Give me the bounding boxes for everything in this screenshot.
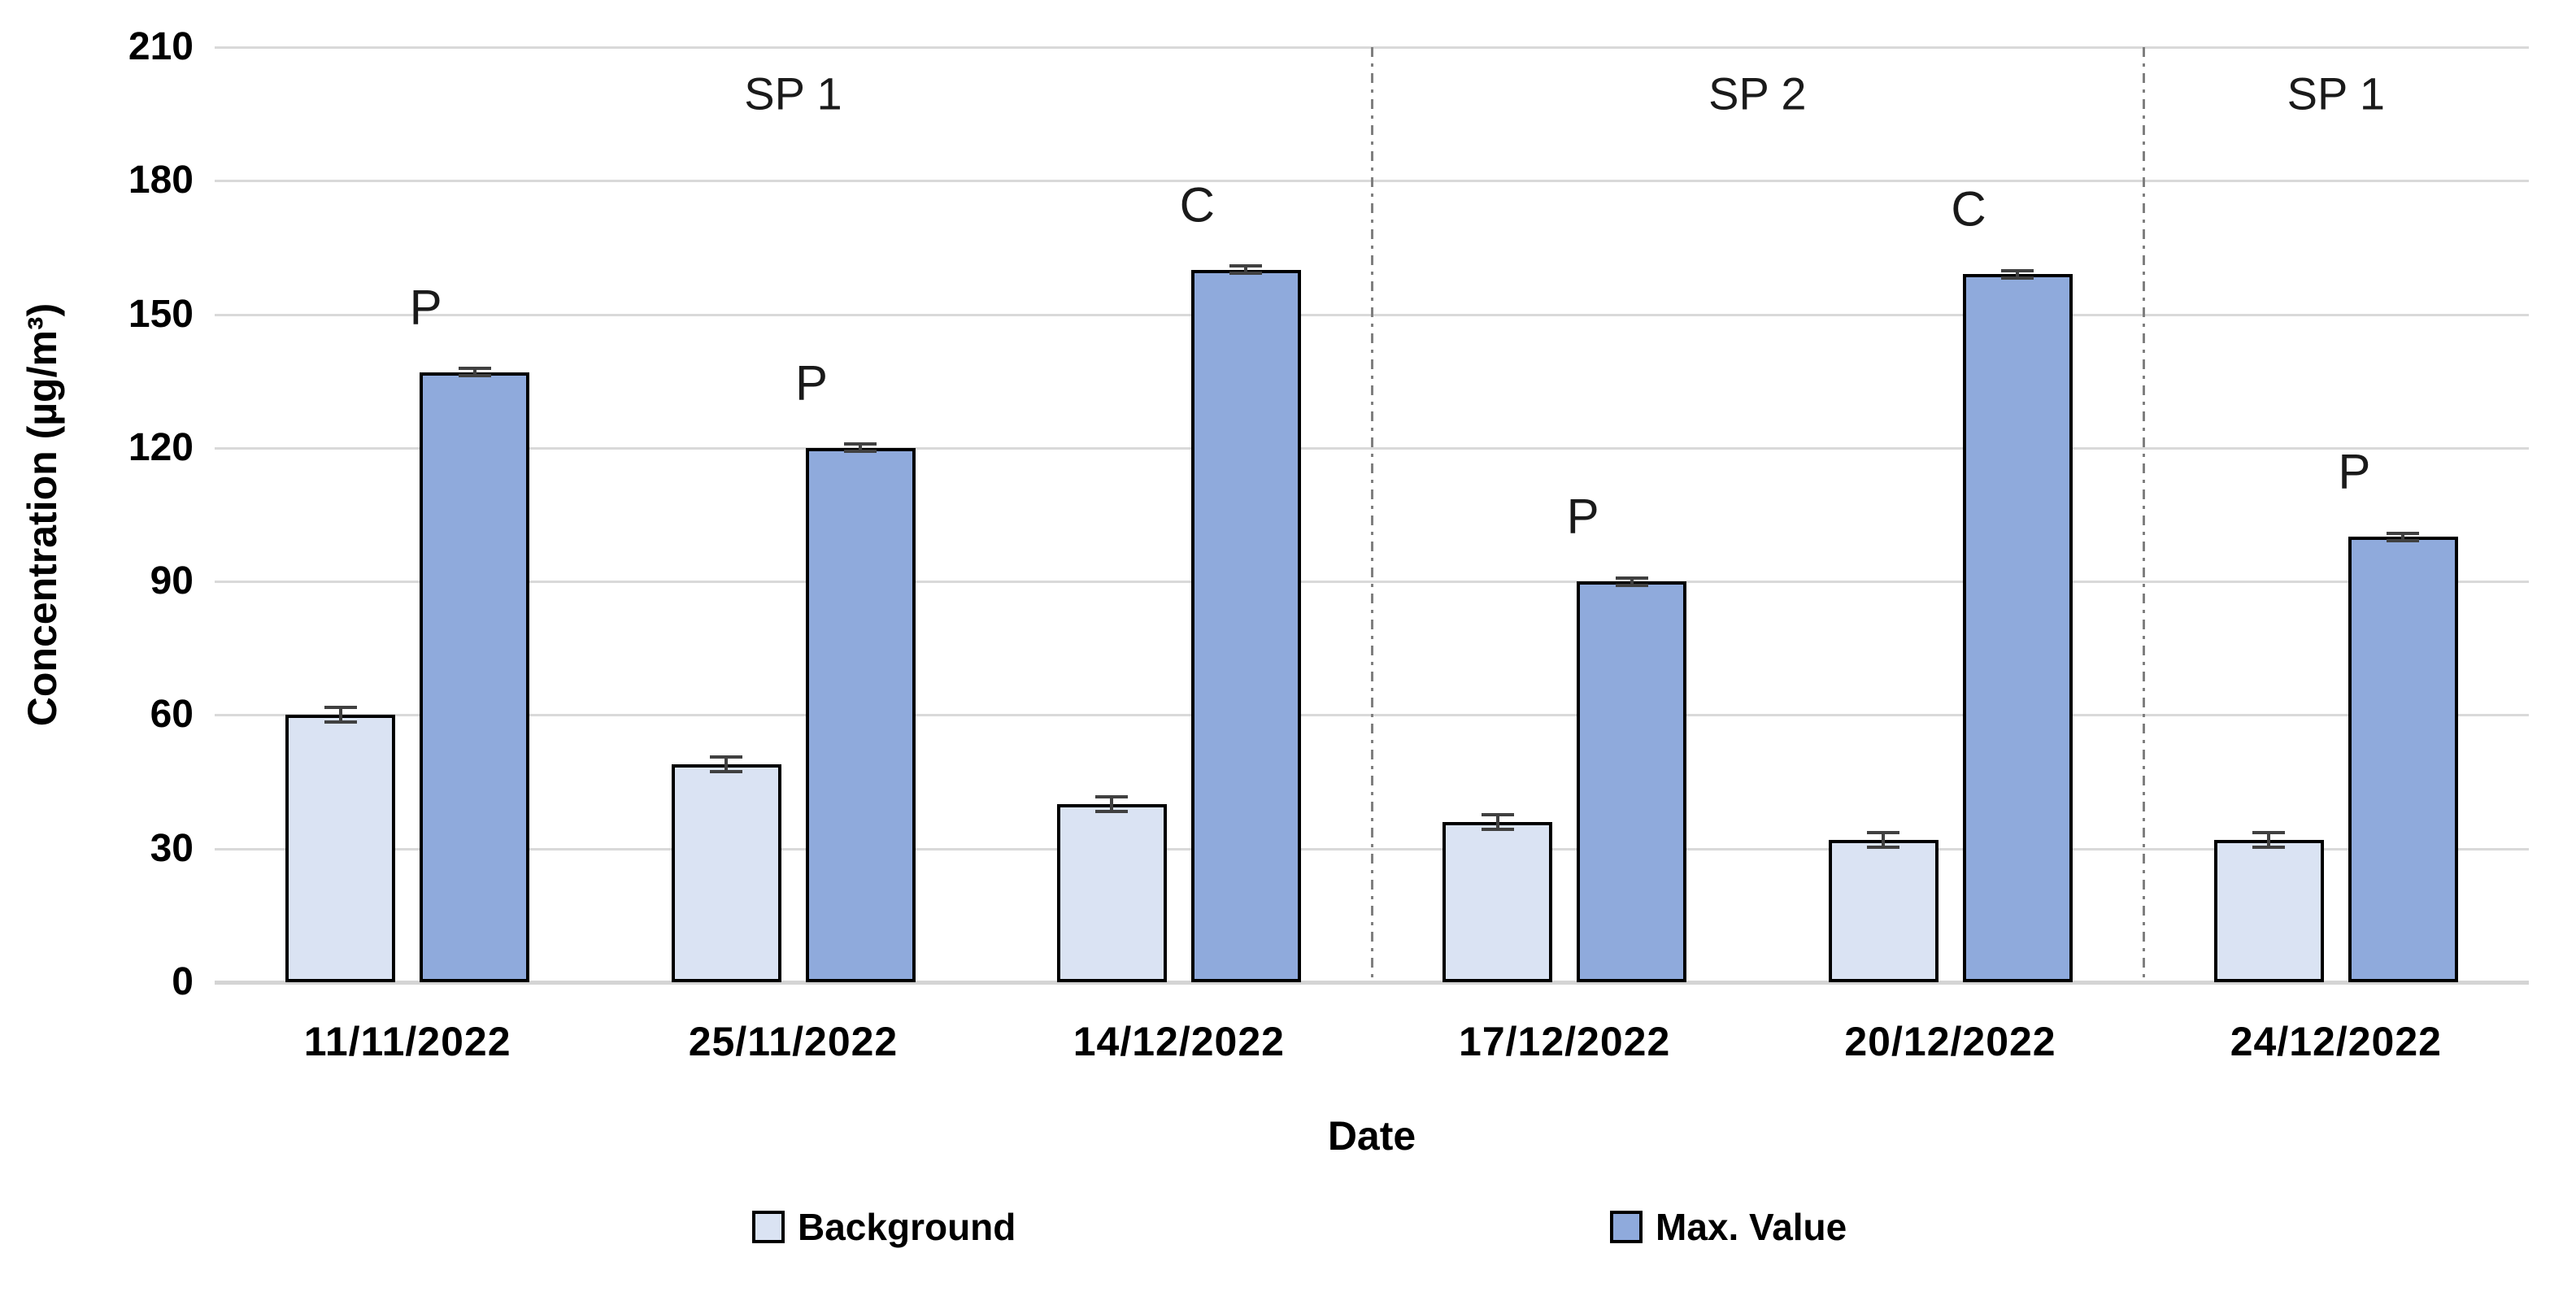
error-bar-line — [472, 367, 476, 378]
error-bar-line — [1630, 576, 1634, 587]
background-bar — [1828, 839, 1939, 982]
error-bar — [1867, 830, 1899, 849]
max-value-bar — [1962, 274, 2073, 982]
error-bar-cap-bottom — [1229, 272, 1263, 276]
y-axis-title: Concentration (µg/m³) — [20, 302, 65, 727]
x-tick-label: 14/12/2022 — [1073, 1019, 1285, 1064]
error-bar — [2001, 268, 2034, 280]
bar-annotation: P — [1566, 489, 1599, 544]
error-bar-cap-top — [2252, 830, 2286, 834]
error-bar-cap-top — [1615, 576, 1648, 580]
legend-swatch — [752, 1211, 785, 1243]
background-bar — [285, 715, 396, 982]
max-value-bar — [1190, 269, 1301, 982]
error-bar-cap-top — [1095, 795, 1129, 798]
error-bar — [1615, 576, 1648, 587]
error-bar-cap-top — [1867, 830, 1899, 834]
legend-swatch — [1610, 1211, 1643, 1243]
x-axis-line — [215, 981, 2529, 985]
error-bar-cap-top — [2001, 268, 2034, 272]
error-bar-line — [1244, 264, 1248, 276]
error-bar-cap-top — [458, 367, 491, 371]
x-tick-label: 25/11/2022 — [688, 1019, 899, 1064]
error-bar-line — [724, 755, 728, 773]
error-bar — [1095, 795, 1129, 813]
error-bar-line — [338, 706, 342, 724]
error-bar-cap-top — [1229, 264, 1263, 268]
y-tick-label: 60 — [150, 693, 194, 737]
error-bar — [1481, 812, 1514, 831]
error-bar-cap-top — [2387, 531, 2420, 535]
y-tick-label: 0 — [172, 960, 194, 1003]
error-bar-cap-bottom — [1481, 827, 1514, 831]
y-tick-label: 180 — [128, 159, 194, 202]
error-bar-cap-top — [710, 755, 742, 759]
legend-item-background: Background — [752, 1205, 1016, 1249]
background-bar — [1442, 821, 1553, 982]
x-tick-label: 11/11/2022 — [303, 1019, 511, 1064]
section-label: SP 1 — [744, 67, 842, 120]
y-tick-label: 90 — [150, 559, 194, 603]
error-bar-cap-bottom — [710, 769, 742, 773]
x-axis-title: Date — [1327, 1113, 1416, 1159]
error-bar-cap-bottom — [324, 720, 357, 724]
error-bar-cap-top — [1481, 812, 1514, 816]
error-bar-line — [1110, 795, 1114, 813]
error-bar-line — [1495, 812, 1499, 831]
error-bar — [2252, 830, 2286, 849]
section-divider — [1371, 47, 1373, 982]
error-bar-cap-top — [844, 442, 877, 446]
background-bar — [1056, 803, 1167, 982]
error-bar-cap-bottom — [844, 450, 877, 454]
error-bar-cap-bottom — [2387, 538, 2420, 542]
section-label: SP 2 — [1708, 67, 1807, 120]
max-value-bar — [420, 372, 530, 982]
section-divider — [2142, 47, 2145, 982]
legend-label: Max. Value — [1656, 1206, 1847, 1248]
error-bar-cap-bottom — [2001, 276, 2034, 280]
error-bar — [2387, 531, 2420, 542]
background-bar — [671, 763, 781, 982]
error-bar-cap-top — [324, 706, 357, 710]
bar-annotation: C — [1179, 177, 1215, 233]
error-bar-cap-bottom — [1095, 809, 1129, 813]
y-tick-label: 30 — [150, 826, 194, 870]
section-label: SP 1 — [2287, 67, 2386, 120]
error-bar-cap-bottom — [1867, 845, 1899, 849]
error-bar-line — [2401, 531, 2405, 542]
y-tick-label: 150 — [128, 292, 194, 336]
error-bar — [324, 706, 357, 724]
background-bar — [2213, 839, 2324, 982]
x-tick-label: 17/12/2022 — [1459, 1019, 1671, 1064]
error-bar — [710, 755, 742, 773]
bar-annotation: P — [409, 280, 442, 335]
bar-annotation: C — [1951, 181, 1986, 237]
y-tick-label: 120 — [128, 425, 194, 469]
bar-annotation: P — [2338, 444, 2371, 499]
error-bar-cap-bottom — [2252, 845, 2286, 849]
error-bar-line — [1882, 830, 1885, 849]
error-bar-cap-bottom — [1615, 583, 1648, 587]
max-value-bar — [1577, 581, 1687, 982]
max-value-bar — [2348, 537, 2458, 982]
error-bar — [844, 442, 877, 454]
error-bar-cap-bottom — [458, 374, 491, 378]
max-value-bar — [805, 447, 916, 982]
error-bar — [1229, 264, 1263, 276]
y-tick-label: 210 — [128, 25, 194, 68]
x-tick-label: 24/12/2022 — [2230, 1019, 2442, 1064]
error-bar-line — [2267, 830, 2271, 849]
bar-annotation: P — [794, 355, 829, 411]
legend-label: Background — [798, 1206, 1016, 1248]
x-tick-label: 20/12/2022 — [1844, 1019, 2056, 1064]
error-bar-line — [859, 442, 862, 454]
error-bar-line — [2016, 268, 2019, 280]
legend-item-max-value: Max. Value — [1610, 1205, 1847, 1249]
error-bar — [458, 367, 491, 378]
